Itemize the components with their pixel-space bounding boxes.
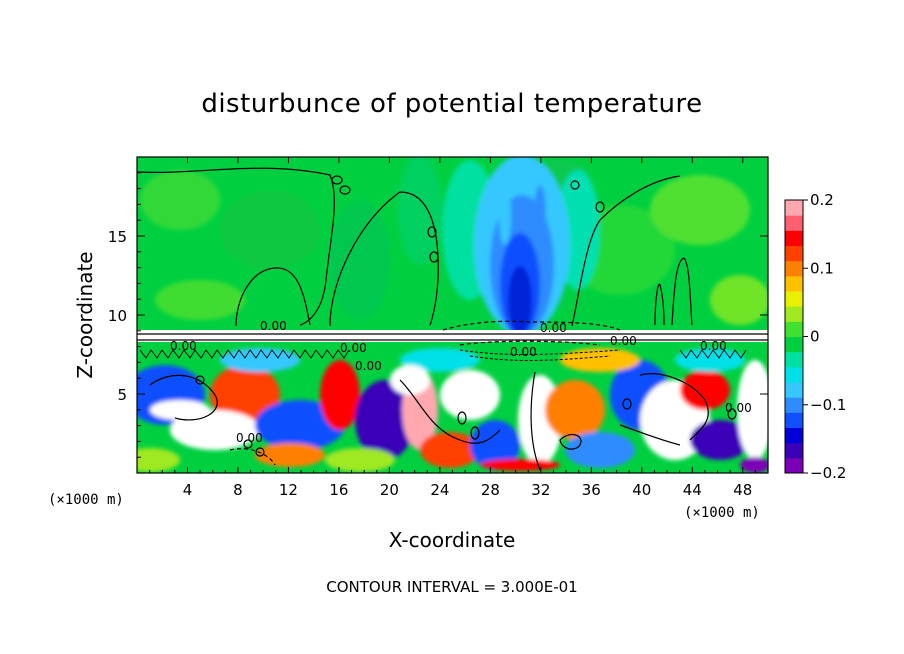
contour-line bbox=[255, 447, 265, 457]
colorbar-tick-label: −0.2 bbox=[810, 464, 846, 482]
y-tick-label: 5 bbox=[117, 386, 127, 404]
y-tick-label: 15 bbox=[108, 228, 127, 246]
colorbar-swatch bbox=[785, 260, 803, 277]
colorbar-tick-label: 0 bbox=[810, 328, 820, 346]
contour-label: 0.00 bbox=[725, 401, 752, 415]
y-unit-label: (×1000 m) bbox=[48, 492, 124, 508]
colorbar-swatch bbox=[785, 215, 803, 231]
contour-line bbox=[469, 355, 611, 361]
contour-label: 0.00 bbox=[260, 319, 287, 333]
colorbar-swatch bbox=[785, 397, 803, 413]
contour-line bbox=[619, 424, 681, 446]
contour-label: 0.00 bbox=[355, 359, 382, 373]
x-unit-label: (×1000 m) bbox=[684, 505, 760, 521]
colorbar-swatch bbox=[785, 366, 803, 383]
contour-line bbox=[570, 180, 580, 190]
contour-label: 0.00 bbox=[700, 339, 727, 353]
colorbar-ticks: 0.2 0.1 0 −0.1 −0.2 bbox=[803, 191, 846, 482]
colorbar-swatch bbox=[785, 336, 803, 353]
colorbar-swatch bbox=[785, 306, 803, 322]
contour-line bbox=[235, 267, 311, 327]
plot-area: 0.00 0.00 0.00 0.00 0.00 0.00 0.00 0.00 … bbox=[137, 157, 768, 473]
colorbar-swatch bbox=[785, 275, 803, 292]
colorbar-tick-label: 0.2 bbox=[810, 191, 834, 209]
x-tick-label: 24 bbox=[430, 481, 449, 499]
x-tick-label: 48 bbox=[733, 481, 752, 499]
contour-label: 0.00 bbox=[236, 431, 263, 445]
contour-line bbox=[331, 175, 343, 185]
x-tick-label: 36 bbox=[582, 481, 601, 499]
colorbar-swatch bbox=[785, 382, 803, 398]
contour-line bbox=[195, 375, 205, 385]
contour-line bbox=[459, 340, 601, 346]
contour-lines bbox=[137, 167, 768, 471]
tropopause-band bbox=[137, 330, 768, 342]
colorbar bbox=[784, 199, 804, 474]
contour-line bbox=[530, 371, 541, 471]
colorbar-swatch bbox=[785, 321, 803, 337]
colorbar-swatch bbox=[785, 457, 803, 474]
colorbar-tick-label: −0.1 bbox=[810, 396, 846, 414]
colorbar-swatch bbox=[785, 230, 803, 246]
x-tick-label: 16 bbox=[329, 481, 348, 499]
y-axis-label: Z-coordinate bbox=[73, 251, 97, 378]
contour-line bbox=[639, 373, 709, 441]
x-axis-label: X-coordinate bbox=[389, 528, 516, 552]
x-tick-label: 32 bbox=[531, 481, 550, 499]
colorbar-swatch bbox=[785, 245, 803, 262]
chart-title: disturbunce of potential temperature bbox=[201, 89, 702, 119]
colorbar-swatch bbox=[785, 200, 803, 216]
contour-line bbox=[459, 349, 621, 355]
contour-line bbox=[329, 191, 439, 327]
contour-line bbox=[149, 374, 218, 421]
contour-line bbox=[679, 349, 747, 359]
contour-line bbox=[595, 201, 605, 213]
colorbar-swatch bbox=[785, 412, 803, 428]
upper-field-texture bbox=[140, 157, 768, 337]
y-axis: 5 10 15 bbox=[108, 172, 768, 458]
contour-line bbox=[137, 167, 335, 326]
colorbar-swatch bbox=[785, 291, 803, 307]
contour-interval-note: CONTOUR INTERVAL = 3.000E-01 bbox=[326, 578, 577, 596]
y-tick-label: 10 bbox=[108, 307, 127, 325]
contour-line bbox=[571, 175, 681, 327]
contour-line bbox=[559, 433, 582, 450]
contour-label-layer: 0.00 0.00 0.00 0.00 0.00 0.00 0.00 0.00 … bbox=[170, 319, 752, 445]
contour-line bbox=[399, 379, 501, 444]
contour-line bbox=[671, 257, 693, 326]
contour-label: 0.00 bbox=[510, 345, 537, 359]
x-tick-label: 28 bbox=[481, 481, 500, 499]
x-tick-label: 20 bbox=[380, 481, 399, 499]
x-tick-label: 4 bbox=[183, 481, 193, 499]
contour-line bbox=[727, 408, 737, 420]
contour-line bbox=[339, 185, 351, 195]
contour-line bbox=[429, 251, 439, 263]
x-axis: 4 8 12 16 20 24 28 32 36 40 44 48 bbox=[149, 157, 756, 499]
x-tick-label: 44 bbox=[683, 481, 702, 499]
contour-label: 0.00 bbox=[340, 341, 367, 355]
colorbar-swatch bbox=[785, 442, 803, 459]
colorbar-swatch bbox=[785, 351, 803, 368]
contour-line bbox=[442, 320, 621, 331]
colorbar-swatch bbox=[785, 427, 803, 444]
contour-label: 0.00 bbox=[170, 339, 197, 353]
contour-line bbox=[622, 398, 632, 410]
contour-line bbox=[139, 349, 350, 359]
colorbar-tick-label: 0.1 bbox=[810, 259, 834, 277]
contour-line bbox=[654, 283, 665, 326]
x-tick-label: 8 bbox=[233, 481, 243, 499]
contour-line bbox=[427, 226, 437, 238]
contour-label: 0.00 bbox=[610, 334, 637, 348]
contour-line bbox=[470, 426, 480, 440]
contour-line bbox=[457, 411, 467, 425]
contour-line bbox=[243, 439, 253, 449]
x-tick-label: 40 bbox=[632, 481, 651, 499]
contour-label: 0.00 bbox=[540, 321, 567, 335]
x-tick-label: 12 bbox=[279, 481, 298, 499]
contour-line bbox=[229, 448, 276, 466]
